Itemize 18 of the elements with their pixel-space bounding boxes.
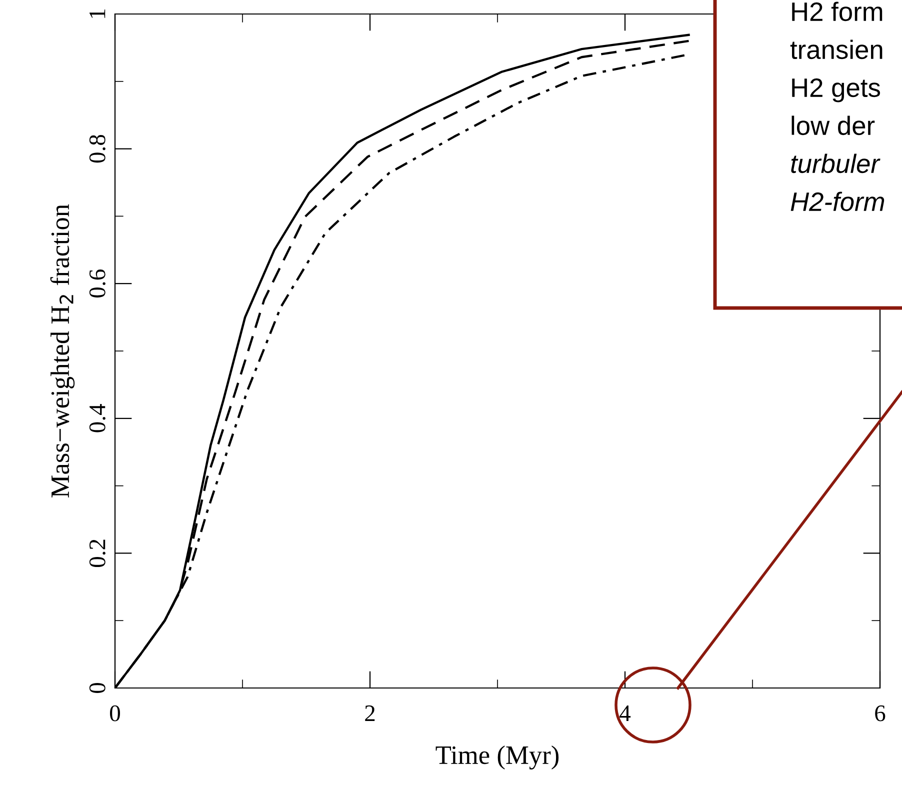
y-axis-title: Mass−weighted H$_{2}$ fraction	[50, 204, 75, 498]
annotation: turbuler	[791, 154, 880, 174]
annotation: transien	[790, 40, 882, 60]
y-tick-label: 0.6	[89, 270, 106, 298]
x-tick-label: 6	[875, 705, 886, 722]
y-tick-label: 0.2	[89, 540, 106, 568]
x-axis-title: Time (Myr)	[436, 746, 559, 770]
y-tick-label: 0.8	[89, 134, 106, 163]
x-tick-label: 0	[110, 705, 120, 722]
annotation: H2 gets	[792, 78, 880, 102]
x-tick-label: 2	[365, 705, 375, 722]
annotation: H2-form	[790, 192, 884, 212]
x-tick-label: 4	[620, 706, 631, 722]
y-tick-label: 0.4	[89, 404, 106, 432]
annotation: H2 form	[792, 2, 882, 22]
y-tick-label: 0	[89, 682, 106, 694]
y-tick-label: 1	[90, 10, 106, 18]
annotation: low der	[792, 116, 875, 136]
